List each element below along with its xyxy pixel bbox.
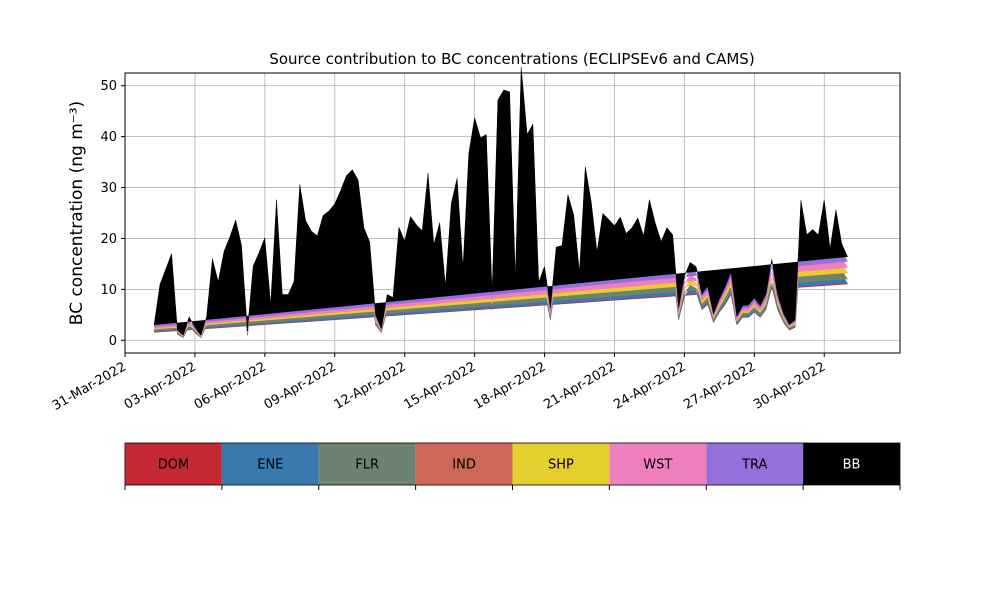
legend-label-dom: DOM bbox=[158, 458, 189, 473]
series-area-bb bbox=[153, 66, 848, 336]
legend-label-ene: ENE bbox=[257, 458, 283, 473]
y-tick-label: 50 bbox=[100, 79, 117, 94]
legend-swatch-shp bbox=[512, 443, 610, 485]
legend-swatch-dom bbox=[125, 443, 222, 485]
y-tick-label: 10 bbox=[100, 283, 117, 298]
legend-label-shp: SHP bbox=[548, 458, 574, 473]
legend-label-flr: FLR bbox=[355, 458, 379, 473]
y-tick-label: 30 bbox=[100, 181, 117, 196]
stacked-areas bbox=[153, 66, 848, 339]
y-axis-label: BC concentration (ng m⁻³) bbox=[67, 101, 87, 325]
chart-title: Source contribution to BC concentrations… bbox=[269, 50, 754, 68]
legend-swatch-bb bbox=[803, 443, 900, 485]
legend-swatch-tra bbox=[706, 443, 804, 485]
legend-label-wst: WST bbox=[643, 458, 672, 473]
legend-label-ind: IND bbox=[452, 458, 476, 473]
y-tick-label: 20 bbox=[100, 232, 117, 247]
plot-frame bbox=[124, 72, 901, 354]
legend-swatch-ind bbox=[415, 443, 513, 485]
legend-swatch-ene bbox=[221, 443, 319, 485]
legend-swatch-flr bbox=[318, 443, 416, 485]
y-axis: 0 10 20 30 40 50 bbox=[100, 79, 125, 349]
legend-label-tra: TRA bbox=[741, 458, 767, 473]
legend-frame bbox=[124, 442, 901, 486]
legend-label-bb: BB bbox=[843, 458, 861, 473]
y-tick-label: 40 bbox=[100, 130, 117, 145]
legend-swatch-wst bbox=[609, 443, 707, 485]
y-tick-label: 0 bbox=[109, 334, 117, 349]
legend-colorbar: DOM ENE FLR IND SHP WST TRA BB bbox=[124, 442, 901, 490]
